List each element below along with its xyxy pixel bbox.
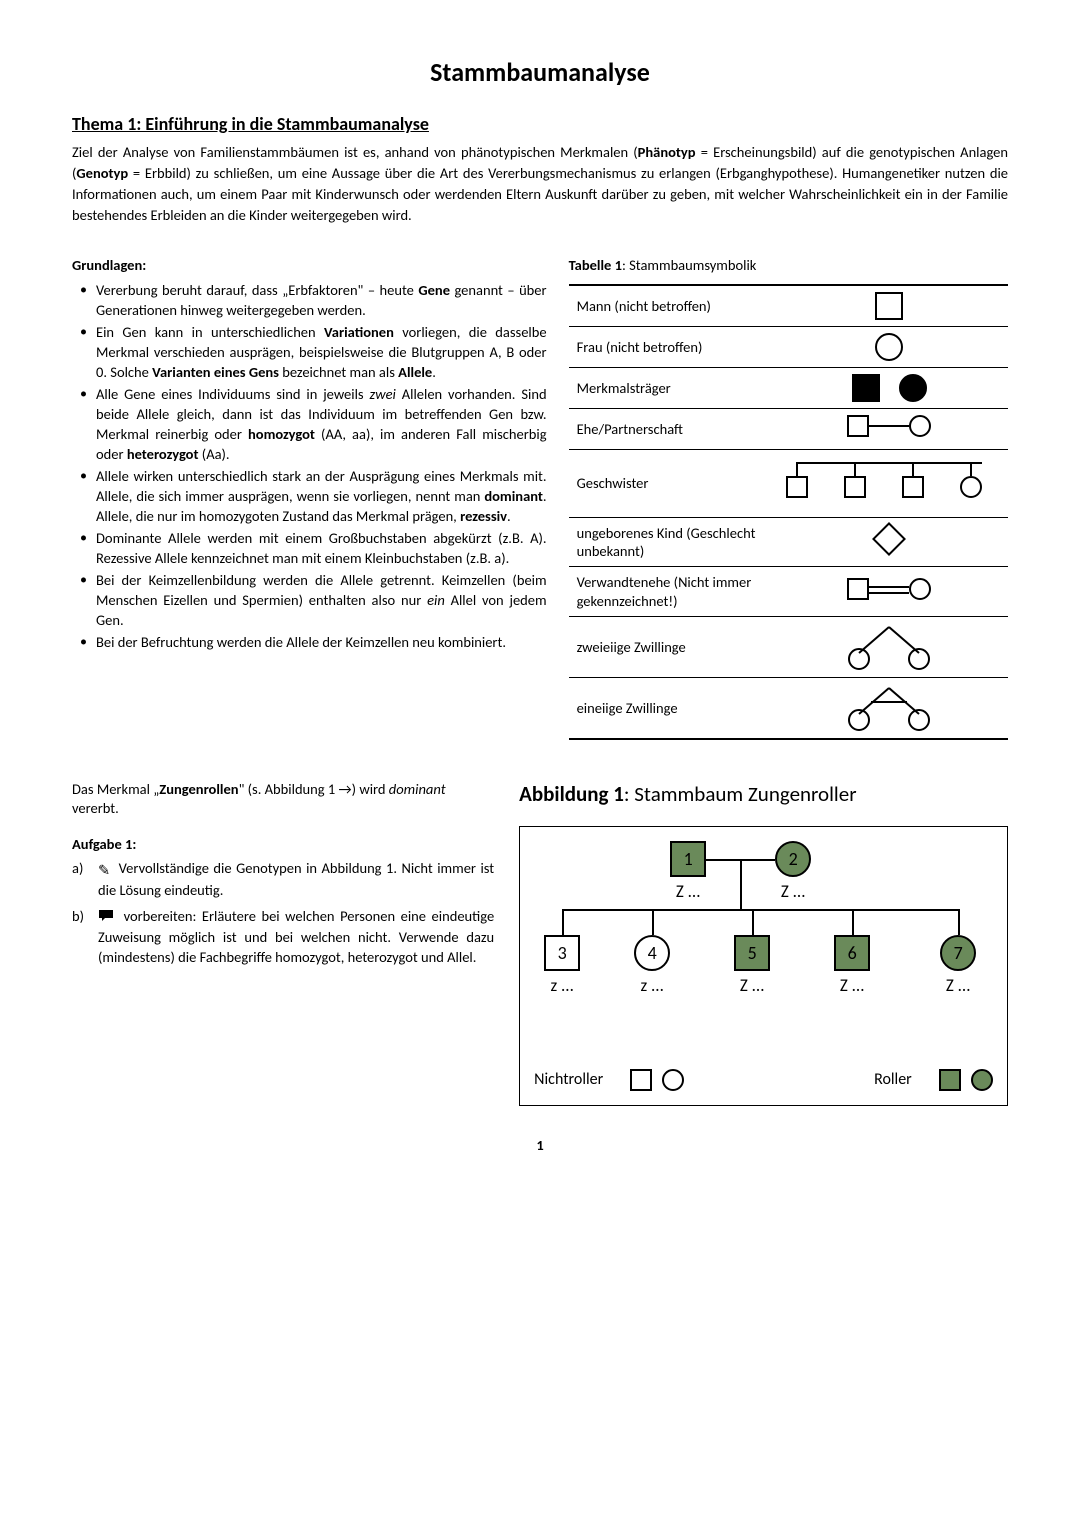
task-letter: a) bbox=[72, 858, 83, 878]
bullet-item: Ein Gen kann in unterschiedlichen Variat… bbox=[96, 322, 547, 382]
page-title: Stammbaumanalyse bbox=[72, 55, 1008, 90]
node-6-genotype: Z ... bbox=[834, 975, 870, 998]
table-row-label: Ehe/Partnerschaft bbox=[569, 409, 771, 450]
bullet-item: Alle Gene eines Individuums sind in jewe… bbox=[96, 384, 547, 464]
task-list: a) ✎ Vervollständige die Genotypen in Ab… bbox=[72, 858, 494, 967]
task-text: vorbereiten: Erläutere bei welchen Perso… bbox=[98, 907, 494, 967]
symbol-dizygotic-twins bbox=[771, 616, 1008, 677]
symbol-consanguineous bbox=[771, 567, 1008, 616]
symbol-unborn bbox=[771, 518, 1008, 567]
node-1: 1 bbox=[670, 841, 706, 877]
bullet-item: Vererbung beruht darauf, dass „Erbfaktor… bbox=[96, 280, 547, 320]
symbol-monozygotic-twins bbox=[771, 677, 1008, 739]
task-item: b) vorbereiten: Erläutere bei welchen Pe… bbox=[98, 906, 494, 968]
bullet-item: Bei der Keimzellenbildung werden die All… bbox=[96, 570, 547, 630]
merkmal-text: Das Merkmal „Zungenrollen" (s. Abbildung… bbox=[72, 780, 494, 819]
task-text: Vervollständige die Genotypen in Abbildu… bbox=[98, 859, 494, 899]
table-row-label: ungeborenes Kind (Geschlecht unbekannt) bbox=[569, 518, 771, 567]
table-row-label: Frau (nicht betroffen) bbox=[569, 327, 771, 368]
node-1-genotype: Z ... bbox=[670, 881, 706, 904]
task-item: a) ✎ Vervollständige die Genotypen in Ab… bbox=[98, 858, 494, 900]
bullet-list: Vererbung beruht darauf, dass „Erbfaktor… bbox=[72, 280, 547, 652]
symbol-female-unaffected bbox=[771, 327, 1008, 368]
bullet-item: Bei der Befruchtung werden die Allele de… bbox=[96, 632, 547, 652]
symbol-male-unaffected bbox=[771, 285, 1008, 327]
pencil-icon: ✎ bbox=[98, 860, 110, 880]
speech-icon bbox=[98, 907, 114, 927]
symbol-partnership bbox=[771, 409, 1008, 450]
bullet-item: Dominante Allele werden mit einem Großbu… bbox=[96, 528, 547, 568]
bullet-item: Allele wirken unterschiedlich stark an d… bbox=[96, 466, 547, 526]
table-row-label: eineiige Zwillinge bbox=[569, 677, 771, 739]
node-7: 7 bbox=[940, 935, 976, 971]
symbol-siblings bbox=[771, 449, 1008, 518]
pedigree-legend: Nichtroller Roller bbox=[534, 1069, 993, 1091]
grundlagen-label: Grundlagen: bbox=[72, 256, 547, 276]
node-7-genotype: Z ... bbox=[940, 975, 976, 998]
legend-left-label: Nichtroller bbox=[534, 1069, 603, 1091]
aufgabe-label: Aufgabe 1: bbox=[72, 835, 494, 855]
pedigree-diagram: 1 Z ... 2 Z ... 3 z ... bbox=[519, 826, 1008, 1106]
table-row-label: Mann (nicht betroffen) bbox=[569, 285, 771, 327]
legend-right-label: Roller bbox=[874, 1069, 912, 1091]
node-3: 3 bbox=[544, 935, 580, 971]
node-4: 4 bbox=[634, 935, 670, 971]
node-3-genotype: z ... bbox=[544, 975, 580, 998]
symbol-table: Mann (nicht betroffen) Frau (nicht betro… bbox=[569, 284, 1008, 740]
node-5: 5 bbox=[734, 935, 770, 971]
node-2-genotype: Z ... bbox=[775, 881, 811, 904]
task-letter: b) bbox=[72, 906, 84, 926]
table-row-label: Verwandtenehe (Nicht immer gekennzeichne… bbox=[569, 567, 771, 616]
symbol-carrier bbox=[771, 368, 1008, 409]
theme-heading: Thema 1: Einführung in die Stammbaumanal… bbox=[72, 112, 1008, 136]
table-row-label: Merkmalsträger bbox=[569, 368, 771, 409]
table-caption: Tabelle 1: Stammbaumsymbolik bbox=[569, 256, 1008, 276]
intro-paragraph: Ziel der Analyse von Familienstammbäumen… bbox=[72, 142, 1008, 226]
node-6: 6 bbox=[834, 935, 870, 971]
page-number: 1 bbox=[72, 1136, 1008, 1156]
abbildung-title: Abbildung 1: Stammbaum Zungenroller bbox=[519, 780, 1008, 808]
node-5-genotype: Z ... bbox=[734, 975, 770, 998]
node-4-genotype: z ... bbox=[634, 975, 670, 998]
table-row-label: Geschwister bbox=[569, 449, 771, 518]
node-2: 2 bbox=[775, 841, 811, 877]
table-row-label: zweieiige Zwillinge bbox=[569, 616, 771, 677]
